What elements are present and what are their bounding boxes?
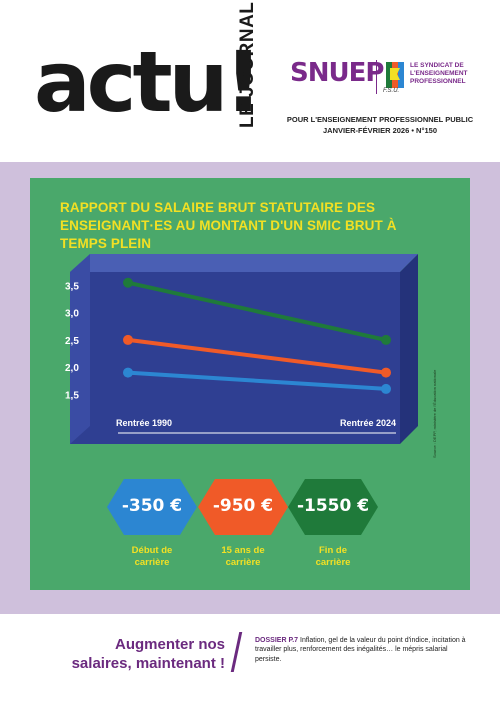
hexagon-end bbox=[288, 479, 378, 535]
x-category-label: Rentrée 1990 bbox=[116, 418, 172, 428]
chart-board-face bbox=[70, 272, 400, 444]
series-point bbox=[123, 367, 133, 378]
fsu-label: F.S.U. bbox=[383, 88, 400, 94]
fsu-flag-icon bbox=[386, 62, 404, 88]
series-point bbox=[381, 367, 391, 378]
y-tick-label: 2,0 bbox=[65, 363, 79, 374]
headline-line1: Augmenter nos bbox=[114, 636, 225, 653]
y-tick-label: 3,5 bbox=[65, 281, 79, 292]
caption-end-line1: Fin de bbox=[319, 545, 347, 556]
union-tagline: LE SYNDICAT DE L'ENSEIGNEMENT PROFESSION… bbox=[410, 62, 468, 85]
hexagon-caption-end: Fin de carrière bbox=[288, 545, 378, 569]
hexagon-mid bbox=[198, 479, 288, 535]
hexagon-caption-mid: 15 ans de carrière bbox=[198, 545, 288, 569]
dossier-label: DOSSIER P.7 bbox=[255, 637, 299, 644]
series-point bbox=[381, 383, 391, 394]
chart-board-top bbox=[70, 254, 418, 272]
caption-end-line2: carrière bbox=[315, 557, 351, 568]
series-point bbox=[381, 334, 391, 345]
hexagon-value-start: -350 € bbox=[121, 496, 183, 516]
cover-headline: Augmenter nos salaires, maintenant ! bbox=[40, 635, 225, 673]
brand-name: SNUEP bbox=[290, 58, 384, 88]
cover-header bbox=[0, 0, 500, 162]
series-point bbox=[123, 334, 133, 345]
publication-subtitle: POUR L'ENSEIGNEMENT PROFESSIONNEL PUBLIC bbox=[286, 115, 474, 124]
issue-number: JANVIER-FÉVRIER 2026 • N°150 bbox=[322, 126, 437, 135]
hexagon-caption-start: Début de carrière bbox=[107, 545, 197, 569]
dossier-teaser: DOSSIER P.7 Inflation, gel de la valeur … bbox=[255, 636, 470, 664]
y-tick-label: 1,5 bbox=[65, 390, 79, 401]
caption-mid-line1: 15 ans de bbox=[221, 545, 265, 556]
logo-divider bbox=[376, 60, 377, 94]
y-tick-label: 3,0 bbox=[65, 309, 79, 320]
caption-start-line2: carrière bbox=[134, 557, 170, 568]
cover-footer bbox=[0, 614, 500, 707]
chart-board-side bbox=[400, 254, 418, 444]
hexagon-value-end: -1550 € bbox=[296, 496, 370, 516]
caption-start-line1: Début de bbox=[131, 545, 173, 556]
series-line bbox=[126, 280, 388, 342]
series-line bbox=[126, 370, 388, 391]
headline-line2: salaires, maintenant ! bbox=[71, 655, 225, 672]
x-category-label: Rentrée 2024 bbox=[340, 418, 396, 428]
series-line bbox=[126, 337, 388, 375]
series-point bbox=[123, 277, 133, 288]
masthead-title: actu! bbox=[34, 33, 263, 131]
chart-board-left bbox=[70, 254, 90, 444]
hexagon-value-mid: -950 € bbox=[212, 496, 274, 516]
y-tick-label: 2,5 bbox=[65, 336, 79, 347]
dossier-text: Inflation, gel de la valeur du point d'i… bbox=[255, 637, 466, 663]
caption-mid-line2: carrière bbox=[225, 557, 261, 568]
hexagon-start bbox=[107, 479, 197, 535]
chart-title: RAPPORT DU SALAIRE BRUT STATUTAIRE DES E… bbox=[60, 200, 397, 251]
publication-info: POUR L'ENSEIGNEMENT PROFESSIONNEL PUBLIC… bbox=[280, 114, 480, 136]
